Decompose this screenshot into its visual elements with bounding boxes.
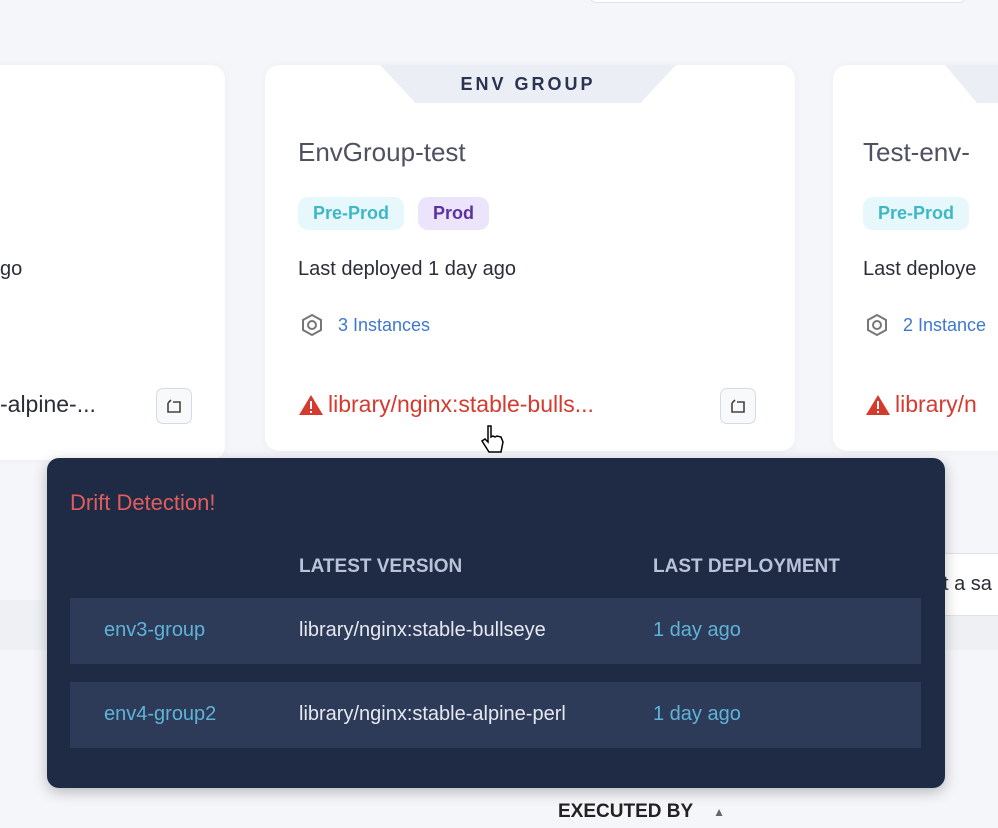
artifact-drift-link[interactable]: library/n <box>865 391 977 418</box>
tag-list: Pre-Prod Prod <box>298 197 490 230</box>
header-latest-version: LATEST VERSION <box>299 556 463 577</box>
warning-triangle-icon <box>866 394 890 415</box>
hand-cursor-icon <box>480 425 504 453</box>
last-deployed: Last deployed 1 day ago <box>298 258 516 280</box>
card-title: Test-env- <box>863 137 970 167</box>
instances-count: 2 Instance <box>903 314 987 335</box>
column-header-label: EXECUTED BY <box>558 801 694 822</box>
tag-prod: Prod <box>418 197 490 230</box>
env-link[interactable]: env4-group2 <box>104 703 217 725</box>
artifact-name: library/nginx:stable-bulls... <box>328 391 594 417</box>
instances-link[interactable]: 2 Instance <box>865 313 986 337</box>
last-deployment: 1 day ago <box>653 703 741 725</box>
latest-version: library/nginx:stable-alpine-perl <box>299 703 566 725</box>
tag-list: Pre-Prod <box>863 197 970 230</box>
warning-triangle-icon <box>299 394 323 415</box>
latest-version: library/nginx:stable-bullseye <box>299 619 546 641</box>
triangle-up-icon: ▲ <box>713 805 726 819</box>
artifact-name: library/n <box>895 391 977 417</box>
instances-link[interactable]: 3 Instances <box>300 313 430 337</box>
drift-detection-popover: Drift Detection! LATEST VERSION LAST DEP… <box>47 458 945 788</box>
popover-title: Drift Detection! <box>70 490 216 515</box>
executed-by-column-header[interactable]: EXECUTED BY ▲ <box>558 801 725 823</box>
instances-count: 3 Instances <box>338 314 431 335</box>
artifact-drift-link[interactable]: library/nginx:stable-bulls... <box>298 391 594 418</box>
last-deployment: 1 day ago <box>653 619 741 641</box>
table-row: env4-group2 library/nginx:stable-alpine-… <box>70 682 921 748</box>
tag-pre-prod: Pre-Prod <box>863 197 970 230</box>
tag-pre-prod: Pre-Prod <box>298 197 405 230</box>
card-envgroup-test[interactable]: EnvGroup-test Pre-Prod Prod Last deploye… <box>265 65 795 451</box>
env-link[interactable]: env3-group <box>104 619 206 641</box>
copy-icon <box>167 399 181 413</box>
hexagon-icon <box>302 313 322 337</box>
last-deployed: go <box>0 258 23 280</box>
artifact: -alpine-... <box>0 391 96 417</box>
copy-button[interactable] <box>720 388 756 424</box>
env-group-label: ENV GROUP <box>380 65 676 103</box>
last-deployed: Last deploye <box>863 258 977 280</box>
copy-button[interactable] <box>156 388 192 424</box>
card-left[interactable]: go -alpine-... <box>0 65 225 460</box>
header-last-deployment: LAST DEPLOYMENT <box>653 556 840 577</box>
table-row: env3-group library/nginx:stable-bullseye… <box>70 598 921 664</box>
card-title: EnvGroup-test <box>298 137 466 167</box>
hexagon-icon <box>867 313 887 337</box>
copy-icon <box>731 399 745 413</box>
search-box[interactable] <box>590 0 966 3</box>
card-test-env[interactable]: Test-env- Pre-Prod Last deploye 2 Instan… <box>833 65 998 451</box>
background-input-text: t a sa <box>943 573 992 595</box>
